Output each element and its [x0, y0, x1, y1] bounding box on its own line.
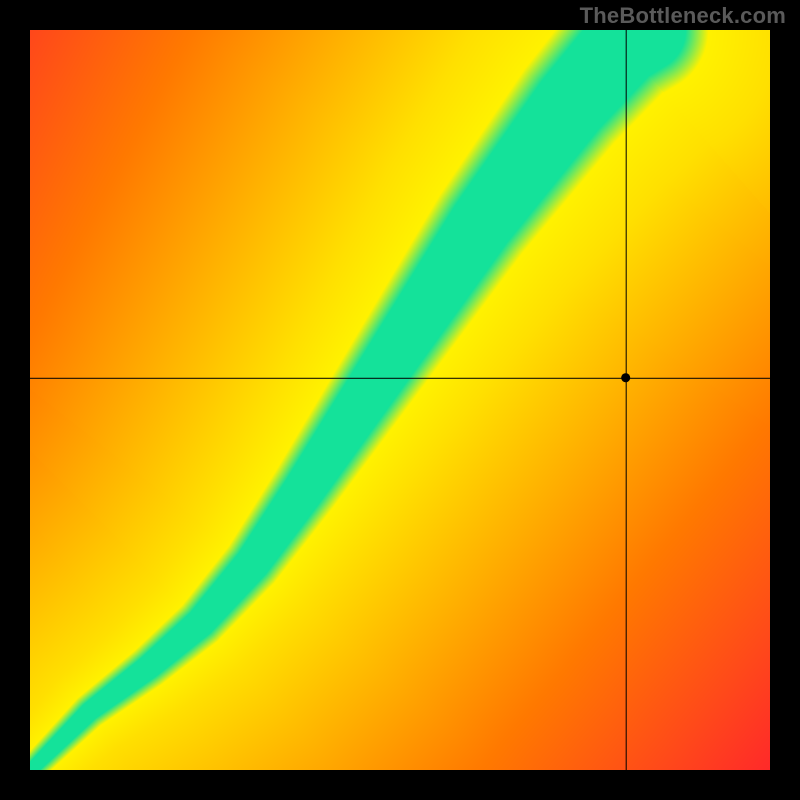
heatmap-plot — [30, 30, 770, 770]
watermark-text: TheBottleneck.com — [580, 3, 786, 29]
heatmap-canvas — [30, 30, 770, 770]
chart-container: TheBottleneck.com — [0, 0, 800, 800]
